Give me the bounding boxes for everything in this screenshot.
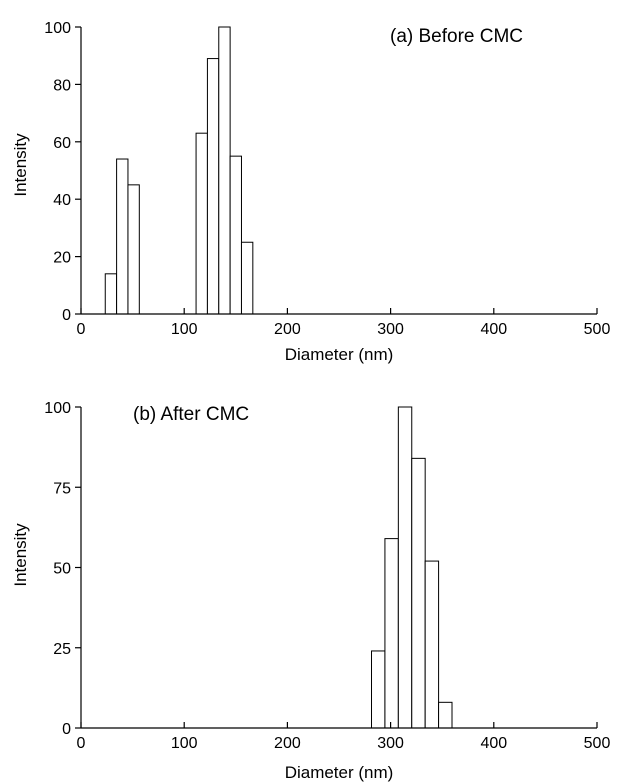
chart-b-annotation: (b) After CMC <box>133 404 249 425</box>
chart-a-bar-7 <box>240 241 254 315</box>
chart-a-xtick-label: 0 <box>77 321 86 338</box>
chart-a-xtick-label: 400 <box>480 321 507 338</box>
chart-b-ytick-label: 0 <box>62 721 71 738</box>
chart-a-ytick-label: 100 <box>44 20 71 37</box>
chart-b-ytick-label: 50 <box>53 561 71 578</box>
chart-after-cmc: (b) After CMC Intensity Diameter (nm) 0 1… <box>11 400 611 782</box>
chart-a-ytick-label: 60 <box>53 135 71 152</box>
chart-b-xtick-label: 400 <box>480 735 507 752</box>
chart-a-ytick-label: 80 <box>53 77 71 94</box>
chart-a-ytick-label: 20 <box>53 250 71 267</box>
chart-a-xlabel: Diameter (nm) <box>285 345 394 364</box>
chart-a-bar-3 <box>195 132 208 315</box>
chart-b-bar-1 <box>384 538 399 729</box>
chart-b-xtick-label: 200 <box>274 735 301 752</box>
chart-before-cmc: (a) Before CMC Intensity Diameter (nm) 0… <box>11 20 611 364</box>
chart-b-xtick-label: 500 <box>584 735 611 752</box>
chart-a-bar-5 <box>218 26 231 315</box>
chart-a-xtick-label: 500 <box>584 321 611 338</box>
chart-a-xtick-label: 200 <box>274 321 301 338</box>
chart-b-ytick-label: 25 <box>53 641 71 658</box>
chart-a-ytick-label: 0 <box>62 307 71 324</box>
chart-b-ylabel: Intensity <box>11 523 30 587</box>
chart-a-bar-6 <box>229 155 242 315</box>
chart-b-xlabel: Diameter (nm) <box>285 763 394 782</box>
chart-b-bar-2 <box>397 406 413 729</box>
chart-b-bar-4 <box>424 560 440 729</box>
chart-b-xtick-label: 100 <box>171 735 198 752</box>
chart-a-ylabel: Intensity <box>11 133 30 197</box>
chart-b-xtick-label: 0 <box>77 735 86 752</box>
chart-b-xtick-label: 300 <box>377 735 404 752</box>
chart-b-bar-0 <box>371 650 386 729</box>
chart-a-bar-0 <box>104 273 118 315</box>
chart-b-bar-3 <box>411 457 426 729</box>
chart-b-bar-5 <box>438 701 453 729</box>
chart-a-bar-4 <box>206 58 220 315</box>
chart-a-ytick-label: 40 <box>53 192 71 209</box>
chart-a-bar-2 <box>127 184 140 315</box>
chart-b-ytick-label: 100 <box>44 400 71 417</box>
chart-a-annotation: (a) Before CMC <box>390 26 523 47</box>
chart-b-ytick-label: 75 <box>53 480 71 497</box>
chart-a-bar-1 <box>116 158 129 315</box>
chart-a-xtick-label: 100 <box>171 321 198 338</box>
chart-a-xtick-label: 300 <box>377 321 404 338</box>
